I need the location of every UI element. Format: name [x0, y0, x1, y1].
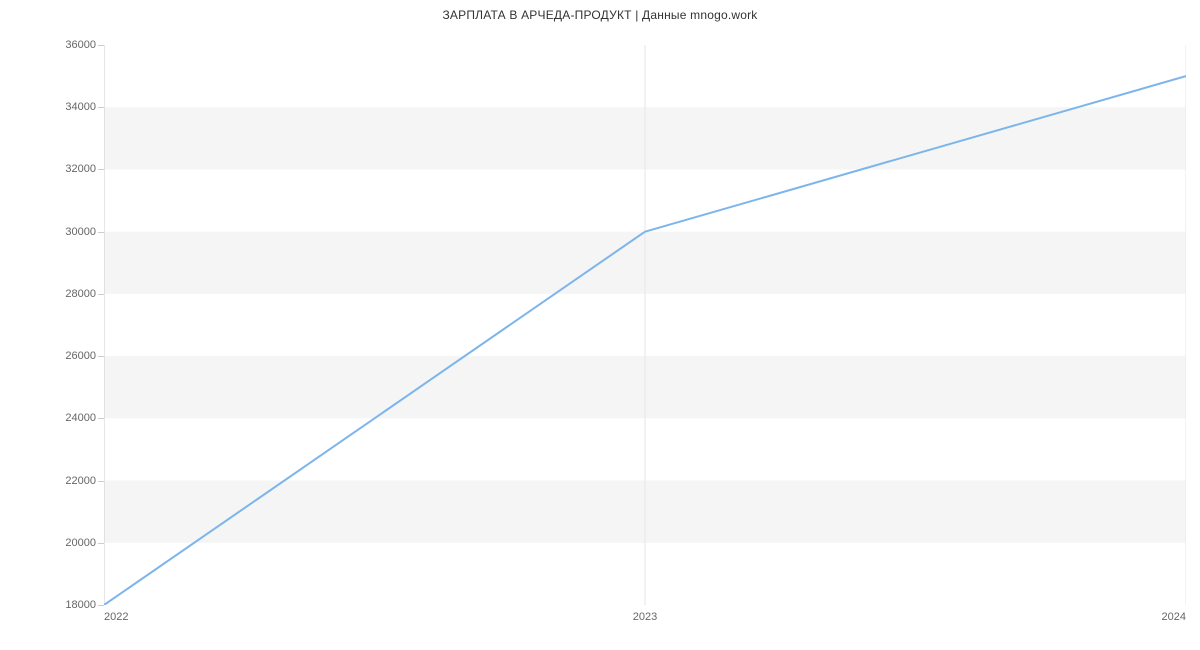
x-tick-label: 2023 [633, 611, 657, 623]
y-tick-label: 18000 [65, 599, 96, 611]
y-tick-mark [98, 169, 104, 170]
y-tick-mark [98, 107, 104, 108]
y-tick-label: 36000 [65, 39, 96, 51]
y-tick-mark [98, 481, 104, 482]
y-tick-label: 30000 [65, 226, 96, 238]
y-tick-label: 34000 [65, 101, 96, 113]
y-tick-label: 32000 [65, 163, 96, 175]
plot-area: 1800020000220002400026000280003000032000… [104, 45, 1186, 605]
plot-svg [104, 45, 1186, 605]
y-tick-label: 26000 [65, 350, 96, 362]
y-tick-mark [98, 605, 104, 606]
x-tick-label: 2022 [104, 611, 128, 623]
y-tick-mark [98, 418, 104, 419]
x-tick-label: 2024 [1162, 611, 1186, 623]
y-tick-mark [98, 356, 104, 357]
y-tick-label: 20000 [65, 537, 96, 549]
salary-line-chart: ЗАРПЛАТА В АРЧЕДА-ПРОДУКТ | Данные mnogo… [0, 0, 1200, 650]
y-tick-label: 22000 [65, 475, 96, 487]
y-tick-mark [98, 543, 104, 544]
y-tick-mark [98, 45, 104, 46]
y-tick-label: 28000 [65, 288, 96, 300]
y-tick-mark [98, 232, 104, 233]
chart-title: ЗАРПЛАТА В АРЧЕДА-ПРОДУКТ | Данные mnogo… [0, 8, 1200, 22]
y-tick-mark [98, 294, 104, 295]
y-tick-label: 24000 [65, 412, 96, 424]
